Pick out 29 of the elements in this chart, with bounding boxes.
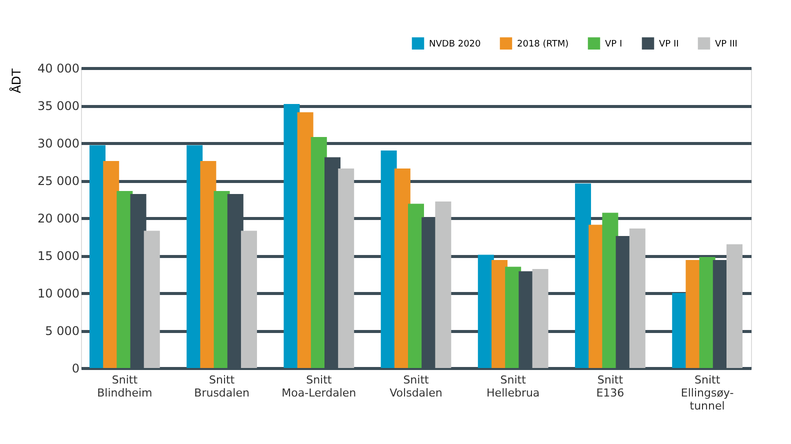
y-tick-label: 5 000 bbox=[45, 324, 80, 338]
y-tick-label: 30 000 bbox=[38, 136, 80, 150]
y-tick-label: 20 000 bbox=[38, 212, 80, 226]
x-tick-label: Snitt Moa-Lerdalen bbox=[282, 374, 356, 400]
legend-label: 2018 (RTM) bbox=[517, 39, 569, 50]
legend-label: NVDB 2020 bbox=[429, 39, 482, 50]
bar bbox=[726, 244, 742, 368]
bar bbox=[532, 269, 548, 368]
x-tick-label: Snitt Brusdalen bbox=[194, 374, 250, 400]
legend-label: VP II bbox=[659, 39, 679, 50]
bar bbox=[629, 228, 646, 368]
x-tick-label: Snitt Volsdalen bbox=[390, 374, 442, 400]
x-tick-label: Snitt Hellebrua bbox=[486, 374, 540, 400]
legend-label: VP I bbox=[605, 39, 622, 50]
y-tick-label: 25 000 bbox=[38, 174, 80, 188]
x-tick-label: Snitt Ellingsøy-tunnel bbox=[680, 374, 734, 412]
legend-label: VP III bbox=[715, 39, 738, 50]
y-tick-label: 10 000 bbox=[38, 286, 80, 300]
bar bbox=[240, 230, 257, 368]
bar bbox=[144, 230, 160, 368]
bar bbox=[435, 202, 452, 368]
y-axis-title: ÅDT bbox=[8, 68, 24, 94]
bar bbox=[338, 168, 354, 368]
y-tick-label: 40 000 bbox=[38, 62, 80, 76]
x-tick-label: Snitt Blindheim bbox=[97, 374, 152, 400]
y-tick-label: 0 bbox=[72, 362, 80, 376]
x-tick-label: Snitt E136 bbox=[596, 374, 624, 400]
y-tick-label: 15 000 bbox=[38, 249, 80, 263]
y-tick-label: 35 000 bbox=[38, 99, 80, 113]
